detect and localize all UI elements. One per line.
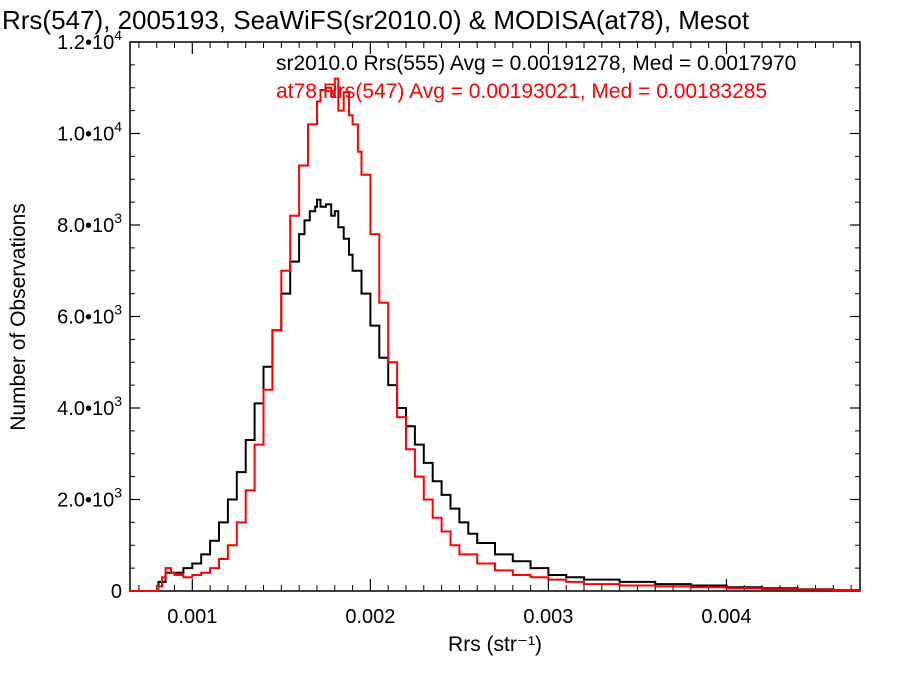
y-tick-label: 1.2•104 bbox=[57, 27, 122, 54]
plot-frame bbox=[129, 41, 861, 592]
y-axis: 0 2.0•103 4.0•103 6.0•103 8.0•103 1.0•104 1.2•… bbox=[57, 27, 860, 603]
x-tick-label: 0.002 bbox=[345, 606, 395, 628]
y-tick-label: 8.0•103 bbox=[57, 210, 122, 237]
y-axis-label: Number of Observations bbox=[7, 203, 30, 431]
x-axis: 0.001 0.002 0.003 0.004 bbox=[138, 42, 852, 628]
y-tick-label: 6.0•103 bbox=[57, 302, 122, 329]
legend-entry-red: at78 Rrs(547) Avg = 0.00193021, Med = 0.… bbox=[276, 80, 767, 103]
x-tick-label: 0.001 bbox=[167, 606, 217, 628]
series-layer bbox=[130, 77, 861, 592]
y-tick-label: 1.0•104 bbox=[57, 119, 122, 146]
x-axis-label: Rrs (str⁻¹) bbox=[448, 633, 542, 656]
legend-entry-black: sr2010.0 Rrs(555) Avg = 0.00191278, Med … bbox=[276, 52, 796, 75]
y-tick-label: 2.0•103 bbox=[57, 485, 122, 512]
x-tick-label: 0.004 bbox=[701, 606, 751, 628]
x-tick-label: 0.003 bbox=[523, 606, 573, 628]
chart-title: Rrs(547), 2005193, SeaWiFS(sr2010.0) & M… bbox=[2, 5, 750, 35]
plot-area: 0 2.0•103 4.0•103 6.0•103 8.0•103 1.0•104 1.2•… bbox=[57, 27, 861, 628]
y-tick-label: 4.0•103 bbox=[57, 393, 122, 420]
series-line-1 bbox=[130, 77, 861, 592]
series-line-0 bbox=[130, 198, 861, 592]
y-tick-label: 0 bbox=[111, 581, 122, 603]
